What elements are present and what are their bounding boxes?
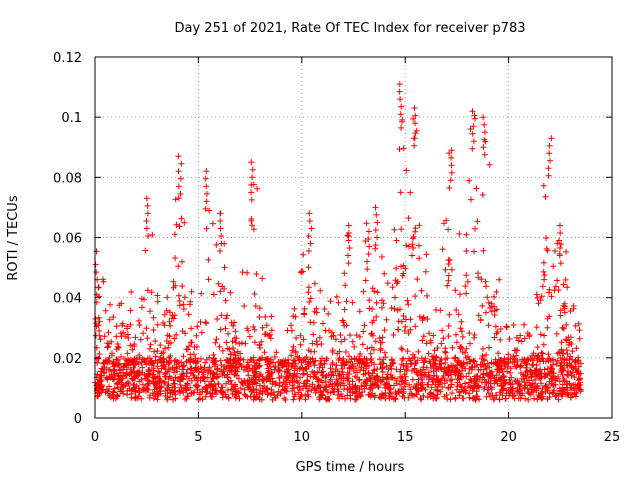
roti-markers xyxy=(92,81,584,403)
x-tick-label: 20 xyxy=(500,430,517,445)
y-tick-label: 0 xyxy=(74,412,82,427)
x-axis-label: GPS time / hours xyxy=(296,460,405,475)
y-axis-label: ROTI / TECUs xyxy=(6,195,21,280)
y-tick-label: 0.04 xyxy=(53,292,82,307)
y-tick-label: 0.06 xyxy=(53,232,82,247)
x-tick-label: 15 xyxy=(397,430,414,445)
y-tick-label: 0.08 xyxy=(53,171,82,186)
y-tick-label: 0.12 xyxy=(53,51,82,66)
y-tick-label: 0.1 xyxy=(61,111,82,126)
x-tick-label: 25 xyxy=(604,430,621,445)
x-tick-label: 0 xyxy=(91,430,99,445)
chart-title: Day 251 of 2021, Rate Of TEC Index for r… xyxy=(175,21,526,36)
x-tick-label: 10 xyxy=(294,430,311,445)
data-points xyxy=(92,81,584,403)
x-axis-ticks: 0 5 10 15 20 25 xyxy=(91,57,620,445)
y-axis-ticks: 0 0.02 0.04 0.06 0.08 0.1 0.12 xyxy=(53,51,612,427)
x-tick-label: 5 xyxy=(194,430,202,445)
y-tick-label: 0.02 xyxy=(53,352,82,367)
